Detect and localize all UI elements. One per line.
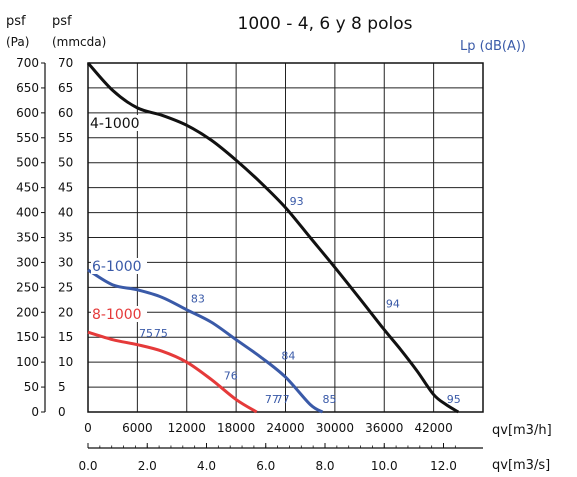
y-tick-label-mmcda: 50 xyxy=(58,156,73,170)
y-tick-label-pa: 150 xyxy=(16,330,39,344)
y-left-unit: (Pa) xyxy=(6,35,29,49)
series-name-bg xyxy=(89,115,145,131)
x-tick-label-m3h: 36000 xyxy=(365,421,403,435)
series-name-bg xyxy=(91,258,147,274)
series-name: 6-1000 xyxy=(92,259,142,275)
y-tick-label-mmcda: 10 xyxy=(58,355,73,369)
chart-title: 1000 - 4, 6 y 8 polos xyxy=(238,14,413,34)
y-tick-label-mmcda: 5 xyxy=(58,380,66,394)
y-tick-label-mmcda: 35 xyxy=(58,231,73,245)
y-tick-label-mmcda: 15 xyxy=(58,330,73,344)
y-tick-label-pa: 300 xyxy=(16,255,39,269)
x-tick-label-m3s: 4.0 xyxy=(197,459,216,473)
x-tick-label-m3s: 12.0 xyxy=(430,459,457,473)
series-line xyxy=(87,268,324,414)
y-tick-label-pa: 100 xyxy=(16,355,39,369)
x-axis-m3h-ticks: 0 6000 12000 18000 24000 30000 36000 42000 xyxy=(84,421,453,435)
noise-db-label: 83 xyxy=(191,292,205,305)
noise-db-label: 77 xyxy=(276,393,290,406)
x-tick-label-m3h: 24000 xyxy=(266,421,304,435)
x-tick-label-m3h: 30000 xyxy=(316,421,354,435)
plot-border xyxy=(87,62,484,413)
x-tick-label-m3s: 0.0 xyxy=(78,459,97,473)
noise-db-label: 84 xyxy=(281,350,295,363)
x-axis-label-m3s: qv[m3/s] xyxy=(492,458,550,473)
y-tick-label-mmcda: 25 xyxy=(58,280,73,294)
y-tick-label-pa: 500 xyxy=(16,156,39,170)
y-tick-label-pa: 450 xyxy=(16,181,39,195)
series-line xyxy=(86,61,460,414)
y-tick-label-mmcda: 55 xyxy=(58,131,73,145)
y-tick-label-mmcda: 45 xyxy=(58,181,73,195)
x-tick-label-m3h: 12000 xyxy=(168,421,206,435)
y-tick-label-pa: 700 xyxy=(16,56,39,70)
x-axis-m3s-ticks: 0.0 2.0 4.0 6.0 8.0 10.0 12.0 xyxy=(78,443,483,473)
noise-db-label: 95 xyxy=(447,393,461,406)
y-tick-label-mmcda: 40 xyxy=(58,206,73,220)
series-line xyxy=(87,330,258,414)
y-right-label: psf xyxy=(52,14,72,29)
x-tick-label-m3s: 10.0 xyxy=(371,459,398,473)
series-lines xyxy=(86,61,460,414)
y-tick-label-pa: 250 xyxy=(16,280,39,294)
x-tick-label-m3s: 8.0 xyxy=(315,459,334,473)
y-tick-label-pa: 550 xyxy=(16,131,39,145)
y-tick-label-pa: 0 xyxy=(31,405,39,419)
y-tick-label-pa: 400 xyxy=(16,206,39,220)
series-name-bg xyxy=(91,306,147,322)
noise-db-label: 85 xyxy=(323,393,337,406)
y-tick-label-mmcda: 30 xyxy=(58,255,73,269)
y-tick-label-mmcda: 70 xyxy=(58,56,73,70)
x-tick-label-m3h: 6000 xyxy=(122,421,153,435)
series-name: 8-1000 xyxy=(92,307,142,323)
x-tick-label-m3h: 0 xyxy=(84,421,92,435)
y-right-unit: (mmcda) xyxy=(52,35,106,49)
y-tick-label-mmcda: 65 xyxy=(58,81,73,95)
noise-db-label: 75 xyxy=(139,327,153,340)
y-tick-label-pa: 650 xyxy=(16,81,39,95)
noise-db-label: 93 xyxy=(290,195,304,208)
y-tick-label-pa: 350 xyxy=(16,231,39,245)
x-tick-label-m3h: 18000 xyxy=(217,421,255,435)
y-tick-label-mmcda: 0 xyxy=(58,405,66,419)
x-tick-label-m3h: 42000 xyxy=(415,421,453,435)
y-tick-label-pa: 200 xyxy=(16,305,39,319)
noise-db-label: 76 xyxy=(224,370,238,383)
series-name: 4-1000 xyxy=(90,116,140,132)
y-tick-label-pa: 600 xyxy=(16,106,39,120)
noise-label: Lp (dB(A)) xyxy=(460,39,526,54)
noise-db-label: 75 xyxy=(154,327,168,340)
y-axis-mmcda-ticks: 0 5 10 15 20 25 30 35 40 45 50 55 60 65 70 xyxy=(58,56,73,419)
x-axis-label-m3h: qv[m3/h] xyxy=(492,423,552,438)
y-axis-pa-ticks: 0 50 100 150 200 250 300 350 400 450 500 550 600 650 7… xyxy=(16,56,45,419)
y-tick-label-mmcda: 20 xyxy=(58,305,73,319)
x-tick-label-m3s: 6.0 xyxy=(256,459,275,473)
y-left-label: psf xyxy=(6,14,26,29)
y-tick-label-mmcda: 60 xyxy=(58,106,73,120)
y-tick-label-pa: 50 xyxy=(24,380,39,394)
x-tick-label-m3s: 2.0 xyxy=(138,459,157,473)
grid xyxy=(87,62,484,413)
noise-db-label: 94 xyxy=(386,297,400,310)
noise-db-label: 77 xyxy=(265,393,279,406)
